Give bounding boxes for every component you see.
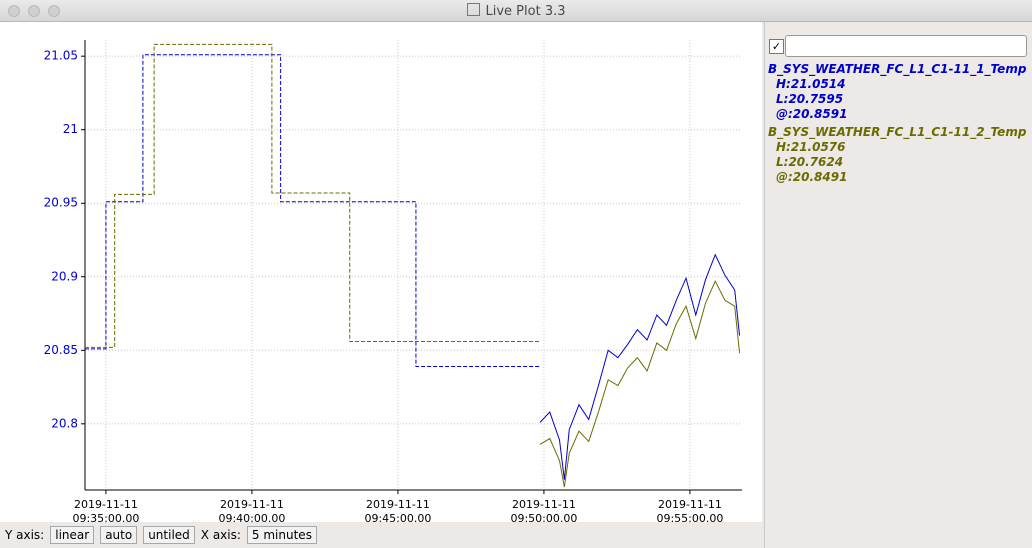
- x-tick-label: 2019-11-11 09:45:00.00: [364, 498, 432, 525]
- checkbox[interactable]: ✓: [769, 39, 784, 54]
- y-axis-label: Y axis:: [5, 528, 45, 542]
- legend-stat: L:20.7595: [776, 92, 844, 106]
- legend-stat: @:20.8491: [776, 170, 848, 184]
- x-tick-label: 2019-11-11 09:40:00.00: [218, 498, 286, 525]
- minimize-button[interactable]: [28, 5, 40, 17]
- app-icon: [466, 3, 480, 16]
- window-title: Live Plot 3.3: [0, 3, 1032, 19]
- zoom-button[interactable]: [48, 5, 60, 17]
- legend-stat: @:20.8591: [776, 107, 848, 121]
- x-tick-label: 2019-11-11 09:55:00.00: [656, 498, 724, 525]
- x-axis-label: X axis:: [200, 528, 241, 542]
- history-line: [85, 43, 541, 348]
- close-button[interactable]: [8, 5, 20, 17]
- y-range-button[interactable]: auto: [100, 526, 138, 544]
- toolbar: Y axis: linear auto untiled X axis: 5 mi…: [0, 522, 762, 548]
- legend-name: B_SYS_WEATHER_FC_L1_C1-11_1_Temp: [768, 62, 1027, 76]
- history-line: [85, 54, 541, 367]
- y-tick-label: 20.95: [44, 196, 78, 210]
- legend: B_SYS_WEATHER_FC_L1_C1-11_1_Temp H:21.051…: [768, 62, 1026, 188]
- legend-stat: L:20.7624: [776, 155, 844, 169]
- plot-panel: 20.8 20.85 20.9 20.95 21 21.05 2019-11-11 09:…: [0, 22, 762, 525]
- chart: 20.8 20.85 20.9 20.95 21 21.05: [44, 40, 742, 494]
- filter-input[interactable]: [785, 35, 1027, 57]
- legend-panel: ✓ B_SYS_WEATHER_FC_L1_C1-11_1_Temp H:21.0…: [764, 22, 1032, 548]
- x-span-button[interactable]: 5 minutes: [246, 526, 317, 544]
- y-scale-button[interactable]: linear: [50, 526, 95, 544]
- legend-stat: H:21.0576: [776, 140, 846, 154]
- y-tick-label: 21.05: [44, 49, 78, 63]
- legend-entry: B_SYS_WEATHER_FC_L1_C1-11_2_Temp H:21.057…: [768, 125, 1026, 185]
- x-tick-label: 2019-11-11 09:50:00.00: [510, 498, 578, 525]
- y-tick-label: 20.85: [44, 343, 78, 357]
- legend-stat: H:21.0514: [776, 77, 846, 91]
- legend-name: B_SYS_WEATHER_FC_L1_C1-11_2_Temp: [768, 125, 1027, 139]
- y-tick-label: 20.8: [51, 416, 78, 430]
- y-tiling-button[interactable]: untiled: [143, 526, 195, 544]
- live-line: [539, 280, 741, 488]
- y-tick-label: 21: [63, 122, 78, 136]
- live-line: [539, 253, 741, 480]
- y-tick-label: 20.9: [51, 269, 78, 283]
- window-title-text: Live Plot 3.3: [485, 4, 566, 19]
- legend-entry: B_SYS_WEATHER_FC_L1_C1-11_1_Temp H:21.051…: [768, 62, 1026, 122]
- title-bar: Live Plot 3.3: [0, 0, 1032, 22]
- x-tick-label: 2019-11-11 09:35:00.00: [72, 498, 140, 525]
